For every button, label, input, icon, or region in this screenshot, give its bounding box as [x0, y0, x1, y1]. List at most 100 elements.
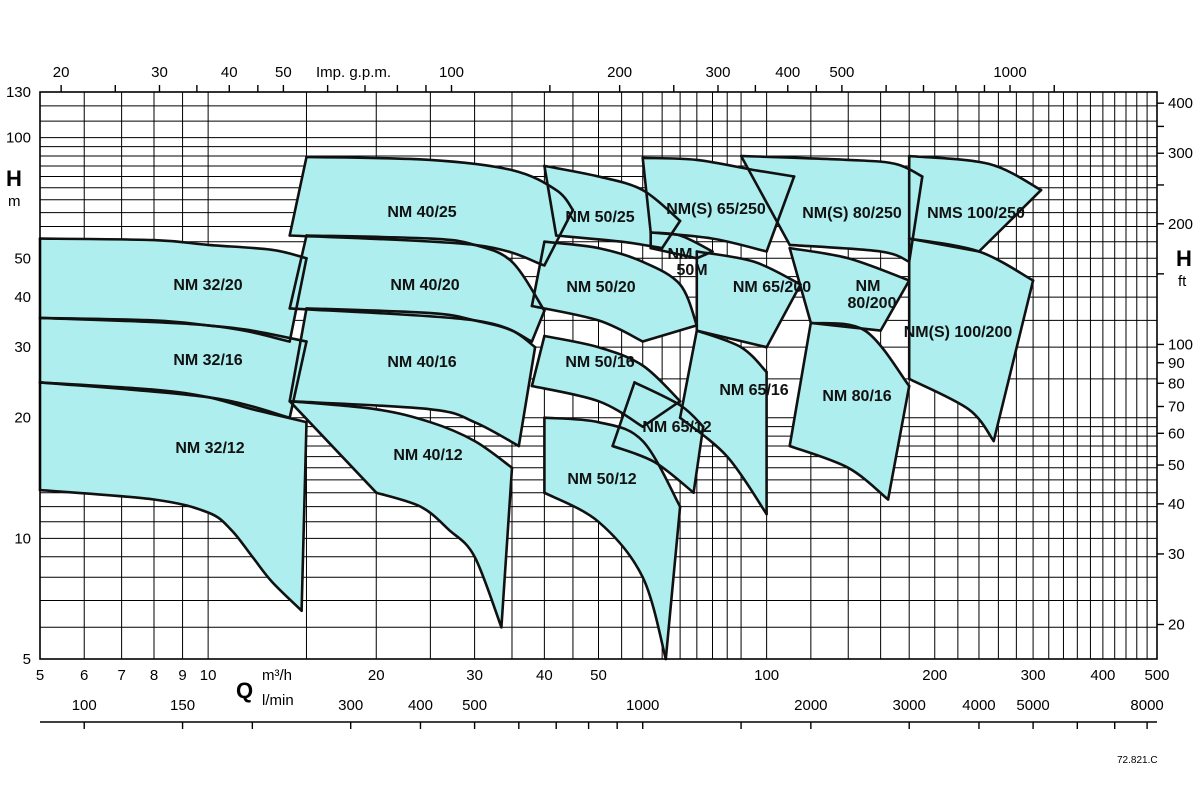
gpm-tick-label: 30 — [151, 64, 168, 81]
curve-bottom-nm-40-20 — [288, 307, 534, 343]
label-nm-s-100-200: NM(S) 100/200 — [904, 324, 1013, 341]
label-nm-65-200: NM 65/200 — [733, 279, 811, 296]
curve-bottom-nm-65-200 — [695, 329, 768, 349]
curve-bottom-nm-50-16 — [530, 384, 644, 428]
gpm-tick-label: 50 — [275, 64, 292, 81]
y-left-tick-label: 50 — [14, 250, 31, 267]
curve-left-nm-65-12 — [611, 381, 636, 448]
x-tick-label: 50 — [590, 667, 607, 684]
label-nm-40-16: NM 40/16 — [387, 354, 456, 371]
x-tick-label: 30 — [466, 667, 483, 684]
region-nm-32-20 — [40, 238, 307, 342]
x-tick-label: 7 — [117, 667, 125, 684]
y-right-tick-label: 80 — [1168, 375, 1185, 392]
curve-bottom-nm-40-25 — [288, 234, 546, 267]
label-nm-50-20: NM 50/20 — [566, 279, 635, 296]
gpm-tick-label: 500 — [829, 64, 854, 81]
y-left-tick-label: 40 — [14, 289, 31, 306]
label-nm-32-20: NM 32/20 — [173, 277, 242, 294]
pump-curve-lines — [38, 154, 1043, 661]
region-nm-40-20 — [289, 235, 545, 342]
label-nm-s-65-250: NM(S) 65/250 — [666, 201, 766, 218]
curve-right-nm-50-16 — [641, 399, 682, 428]
curve-left-nm-s-80-250 — [739, 154, 791, 247]
label-nm-32-16: NM 32/16 — [173, 352, 242, 369]
lmin-tick-label: 400 — [408, 697, 433, 714]
curve-bottom-nm-50m — [649, 246, 699, 260]
y-left-tick-label: 10 — [14, 530, 31, 547]
curve-left-nm-80-200 — [788, 246, 813, 325]
curve-right-nm-40-16 — [517, 345, 537, 448]
x-tick-label: 6 — [80, 667, 88, 684]
curve-left-nm-40-12 — [288, 399, 378, 494]
label-nm-50-16: NM 50/16 — [565, 354, 634, 371]
label-nm-50-12: NM 50/12 — [567, 471, 636, 488]
curve-bottom-nm-40-12 — [375, 491, 503, 629]
x-tick-label: 500 — [1144, 667, 1169, 684]
x-top-axis-unit: Imp. g.p.m. — [316, 64, 391, 81]
y-right-axis-unit: ft — [1178, 273, 1187, 290]
plot-frame — [39, 91, 1158, 660]
gpm-tick-label: 300 — [705, 64, 730, 81]
curve-top-nms-100-250 — [907, 154, 1043, 192]
x-tick-label: 20 — [368, 667, 385, 684]
curve-bottom-nm-65-16 — [678, 416, 768, 516]
curve-bottom-nm-s-65-250 — [649, 231, 768, 253]
x-tick-label: 5 — [36, 667, 44, 684]
curve-right-nm-32-20 — [288, 257, 308, 343]
curve-bottom-nm-32-20 — [38, 316, 291, 343]
x-tick-label: 8 — [150, 667, 158, 684]
curve-right-nm-50-20 — [641, 324, 699, 343]
curve-top-nm-80-200 — [788, 246, 911, 282]
label-nm-50-25: NM 50/25 — [565, 209, 634, 226]
gpm-tick-label: 400 — [775, 64, 800, 81]
curve-left-nm-40-16 — [288, 307, 308, 403]
curve-bottom-nm-50-20 — [530, 304, 644, 343]
lmin-tick-label: 150 — [170, 697, 195, 714]
curve-top-nm-50-16 — [543, 334, 682, 403]
label-nm-80-16: NM 80/16 — [822, 388, 891, 405]
curve-left-nm-50-25 — [543, 164, 558, 237]
curve-top-nm-32-20 — [38, 237, 308, 260]
curve-bottom-nm-80-16 — [788, 444, 890, 501]
y-right-tick-label: 70 — [1168, 398, 1185, 415]
region-nm-80-200 — [789, 248, 910, 331]
curve-right-nm-40-20 — [530, 309, 546, 343]
lmin-tick-label: 2000 — [794, 697, 827, 714]
gpm-tick-label: 200 — [607, 64, 632, 81]
y-right-tick-label: 100 — [1168, 336, 1193, 353]
lmin-tick-label: 8000 — [1130, 697, 1163, 714]
curve-bottom-nm-50-12 — [543, 491, 668, 661]
region-nm-40-16 — [289, 308, 536, 446]
label-nm-50m-line-2: 50M — [676, 262, 707, 279]
curve-bottom-nm-50-25 — [554, 234, 664, 250]
region-nm-65-16 — [680, 330, 767, 515]
curve-top-nm-50-20 — [543, 240, 699, 327]
region-nms-100-250 — [909, 156, 1042, 252]
x-axis-unit-secondary: l/min — [262, 692, 294, 709]
curve-right-nm-s-80-250 — [907, 175, 924, 264]
lmin-tick-label: 1000 — [626, 697, 659, 714]
gpm-tick-label: 1000 — [993, 64, 1026, 81]
curve-left-nm-s-65-250 — [641, 156, 652, 234]
label-nm-40-25: NM 40/25 — [387, 204, 456, 221]
gpm-tick-label: 100 — [439, 64, 464, 81]
label-nm-40-20: NM 40/20 — [390, 277, 459, 294]
pump-curve-regions — [40, 156, 1042, 659]
region-nm-s-80-250 — [741, 156, 923, 262]
x-axis-symbol: Q — [236, 678, 253, 703]
curve-right-nm-40-25 — [543, 208, 575, 267]
x-tick-label: 300 — [1021, 667, 1046, 684]
curve-right-nm-65-12 — [692, 425, 705, 494]
lmin-tick-label: 300 — [338, 697, 363, 714]
label-nm-80-200-line-2: 80/200 — [848, 295, 897, 312]
y-right-tick-label: 300 — [1168, 145, 1193, 162]
curve-left-nm-80-16 — [788, 321, 813, 448]
label-nm-32-12: NM 32/12 — [175, 440, 244, 457]
curve-right-nm-80-16 — [886, 384, 911, 501]
lmin-tick-label: 4000 — [962, 697, 995, 714]
region-nm-32-12 — [40, 382, 307, 611]
curve-top-nm-50-25 — [543, 164, 682, 223]
y-right-tick-label: 20 — [1168, 617, 1185, 634]
